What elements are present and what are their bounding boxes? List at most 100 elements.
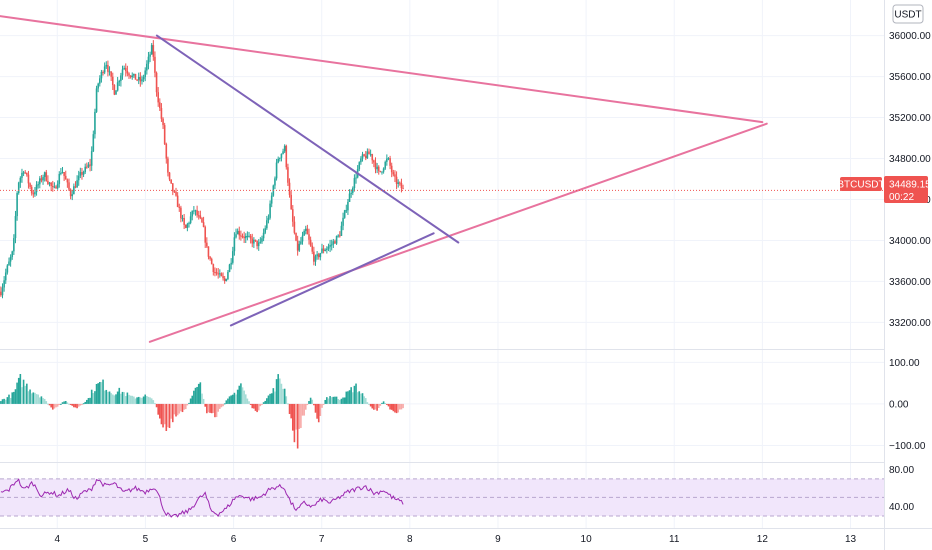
- candle-body[interactable]: [214, 271, 216, 273]
- candle-body[interactable]: [17, 182, 20, 194]
- candle-body[interactable]: [30, 186, 33, 194]
- candle-body[interactable]: [371, 154, 374, 161]
- candle-body[interactable]: [220, 273, 223, 277]
- candle-body[interactable]: [171, 183, 174, 192]
- candle-body[interactable]: [366, 151, 369, 159]
- candle-body[interactable]: [47, 180, 49, 184]
- candle-body[interactable]: [335, 236, 338, 244]
- candle-body[interactable]: [209, 256, 211, 259]
- candle-body[interactable]: [270, 195, 273, 204]
- candle-body[interactable]: [259, 241, 262, 243]
- candle-body[interactable]: [82, 171, 85, 175]
- candle-body[interactable]: [170, 179, 172, 184]
- candle-body[interactable]: [150, 45, 153, 55]
- candle-body[interactable]: [293, 221, 296, 233]
- candle-body[interactable]: [392, 172, 395, 175]
- candle-body[interactable]: [274, 178, 276, 186]
- candle-body[interactable]: [395, 176, 398, 184]
- candle-body[interactable]: [159, 102, 161, 108]
- candle-body[interactable]: [87, 164, 90, 167]
- candle-body[interactable]: [266, 220, 268, 229]
- candle-body[interactable]: [176, 195, 179, 208]
- candle-body[interactable]: [381, 171, 383, 173]
- candle-body[interactable]: [219, 273, 221, 275]
- candle-body[interactable]: [240, 235, 242, 237]
- candle-body[interactable]: [267, 217, 270, 221]
- candle-body[interactable]: [217, 273, 219, 275]
- candle-body[interactable]: [361, 154, 364, 159]
- candle-body[interactable]: [246, 235, 249, 237]
- candle-body[interactable]: [264, 228, 267, 233]
- candle-body[interactable]: [238, 230, 241, 236]
- candle-body[interactable]: [368, 151, 370, 155]
- candle-body[interactable]: [285, 145, 288, 168]
- candle-body[interactable]: [364, 155, 367, 159]
- candle-body[interactable]: [9, 256, 12, 262]
- candle-body[interactable]: [236, 230, 239, 235]
- trendline-inner-lower[interactable]: [229, 232, 435, 327]
- candle-body[interactable]: [168, 172, 171, 180]
- candle-body[interactable]: [347, 201, 349, 211]
- candle-body[interactable]: [163, 125, 166, 144]
- candle-body[interactable]: [108, 71, 111, 73]
- candle-body[interactable]: [197, 215, 200, 217]
- candle-body[interactable]: [309, 239, 312, 246]
- candle-body[interactable]: [77, 175, 80, 181]
- candle-body[interactable]: [386, 158, 388, 162]
- candle-body[interactable]: [152, 45, 155, 57]
- candle-body[interactable]: [42, 176, 44, 181]
- candle-body[interactable]: [363, 154, 365, 156]
- candle-body[interactable]: [313, 251, 315, 262]
- candle-body[interactable]: [262, 232, 265, 239]
- candle-body[interactable]: [394, 174, 396, 177]
- candle-body[interactable]: [53, 186, 56, 188]
- candle-body[interactable]: [16, 193, 18, 217]
- candle-body[interactable]: [27, 174, 30, 184]
- candle-body[interactable]: [111, 76, 114, 85]
- candle-body[interactable]: [180, 207, 182, 219]
- candle-body[interactable]: [337, 235, 339, 237]
- candle-body[interactable]: [181, 217, 184, 219]
- candle-body[interactable]: [178, 207, 181, 209]
- candle-body[interactable]: [296, 240, 299, 251]
- candle-body[interactable]: [90, 151, 93, 166]
- candle-body[interactable]: [339, 235, 341, 237]
- candle-body[interactable]: [387, 158, 390, 160]
- candle-body[interactable]: [189, 216, 192, 223]
- candle-body[interactable]: [3, 280, 5, 288]
- candle-body[interactable]: [295, 232, 297, 241]
- candle-body[interactable]: [21, 172, 23, 178]
- candle-body[interactable]: [131, 75, 134, 78]
- candle-body[interactable]: [76, 180, 78, 188]
- candle-body[interactable]: [0, 291, 2, 296]
- candle-body[interactable]: [141, 79, 143, 82]
- candle-body[interactable]: [231, 251, 234, 263]
- candle-body[interactable]: [350, 192, 352, 194]
- candle-body[interactable]: [316, 254, 318, 257]
- candle-body[interactable]: [188, 222, 190, 225]
- candle-body[interactable]: [300, 241, 302, 244]
- trendline-outer-upper[interactable]: [0, 15, 764, 124]
- candle-body[interactable]: [142, 77, 145, 80]
- candle-body[interactable]: [118, 80, 121, 83]
- candle-body[interactable]: [103, 66, 106, 73]
- candle-body[interactable]: [26, 172, 28, 175]
- candle-body[interactable]: [147, 56, 150, 64]
- candle-body[interactable]: [376, 166, 378, 170]
- candle-body[interactable]: [241, 236, 244, 238]
- candle-body[interactable]: [133, 73, 135, 76]
- candle-body[interactable]: [204, 226, 207, 243]
- candle-body[interactable]: [314, 256, 317, 262]
- candle-body[interactable]: [243, 236, 245, 239]
- candle-body[interactable]: [223, 278, 226, 282]
- trendline-inner-upper[interactable]: [155, 34, 460, 244]
- trendlines[interactable]: [0, 15, 768, 343]
- candle-body[interactable]: [37, 184, 39, 186]
- candle-body[interactable]: [215, 272, 218, 274]
- candle-body[interactable]: [13, 238, 15, 252]
- candle-body[interactable]: [319, 253, 322, 258]
- candle-body[interactable]: [48, 182, 51, 184]
- candle-body[interactable]: [29, 183, 31, 187]
- candle-body[interactable]: [253, 239, 255, 244]
- candle-body[interactable]: [340, 225, 343, 236]
